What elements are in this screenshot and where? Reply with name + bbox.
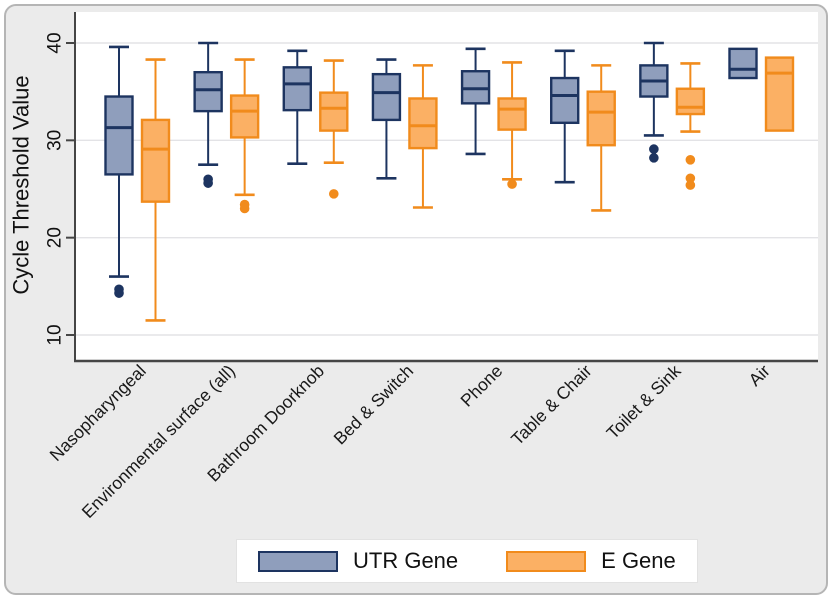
box-utr-gene-air [728, 47, 758, 80]
box-utr-gene-toilet-sink [639, 41, 669, 163]
legend-swatch-e-gene [506, 550, 587, 572]
outlier-dot [507, 179, 517, 189]
iqr-box [550, 76, 580, 125]
legend-label-e-gene: E Gene [601, 548, 676, 573]
x-category-label-bed-switch: Bed & Switch [330, 361, 418, 449]
outlier-dot [114, 288, 124, 298]
box-utr-gene-nasopharyngeal [104, 45, 134, 298]
outlier-dot [649, 144, 659, 154]
x-category-label-air: Air [745, 361, 774, 390]
box-e-gene-table-chair [586, 64, 616, 212]
iqr-box [586, 90, 616, 147]
box-e-gene-toilet-sink [675, 62, 706, 190]
outlier-dot [328, 189, 339, 199]
x-category-label-phone: Phone [456, 361, 506, 411]
y-tick-label: 10 [45, 324, 66, 345]
iqr-box [675, 87, 706, 116]
box-utr-gene-phone [460, 47, 491, 156]
iqr-box [371, 72, 402, 122]
outlier-dot [203, 178, 213, 188]
x-category-label-environmental-surface-all: Environmental surface (all) [78, 361, 239, 522]
iqr-box [764, 56, 795, 132]
box-e-gene-phone [497, 61, 527, 189]
x-category-label-nasopharyngeal: Nasopharyngeal [46, 361, 150, 465]
y-tick-label: 20 [45, 227, 66, 248]
iqr-box [497, 97, 527, 131]
x-category-label-table-chair: Table & Chair [507, 361, 596, 450]
outlier-dot [685, 154, 696, 165]
x-category-label-toilet-sink: Toilet & Sink [602, 361, 684, 443]
legend-label-utr-gene: UTR Gene [353, 548, 459, 573]
iqr-box [282, 66, 312, 112]
box-utr-gene-bathroom-doorknob [282, 49, 312, 165]
box-e-gene-air [764, 56, 795, 132]
iqr-box [319, 91, 349, 132]
legend-swatch-utr-gene [258, 550, 338, 572]
legend: UTR Gene E Gene [236, 539, 698, 583]
box-e-gene-environmental-surface-all [229, 58, 260, 214]
outlier-dot [685, 173, 696, 184]
box-utr-gene-bed-switch [371, 58, 402, 180]
box-e-gene-bed-switch [408, 64, 438, 209]
y-tick-label: 30 [45, 130, 66, 151]
box-e-gene-nasopharyngeal [140, 58, 171, 322]
box-e-gene-bathroom-doorknob [319, 59, 349, 199]
iqr-box [229, 94, 260, 139]
iqr-box [408, 97, 438, 150]
y-tick-label: 40 [45, 32, 66, 53]
iqr-box [728, 47, 758, 80]
outlier-dot [649, 153, 659, 163]
box-utr-gene-table-chair [550, 49, 580, 184]
iqr-box [140, 118, 171, 203]
box-utr-gene-environmental-surface-all [193, 41, 223, 188]
iqr-box [193, 70, 223, 113]
iqr-box [104, 95, 134, 176]
outlier-dot [239, 203, 250, 214]
outlier-dot [685, 180, 696, 190]
plot-area [75, 12, 818, 361]
